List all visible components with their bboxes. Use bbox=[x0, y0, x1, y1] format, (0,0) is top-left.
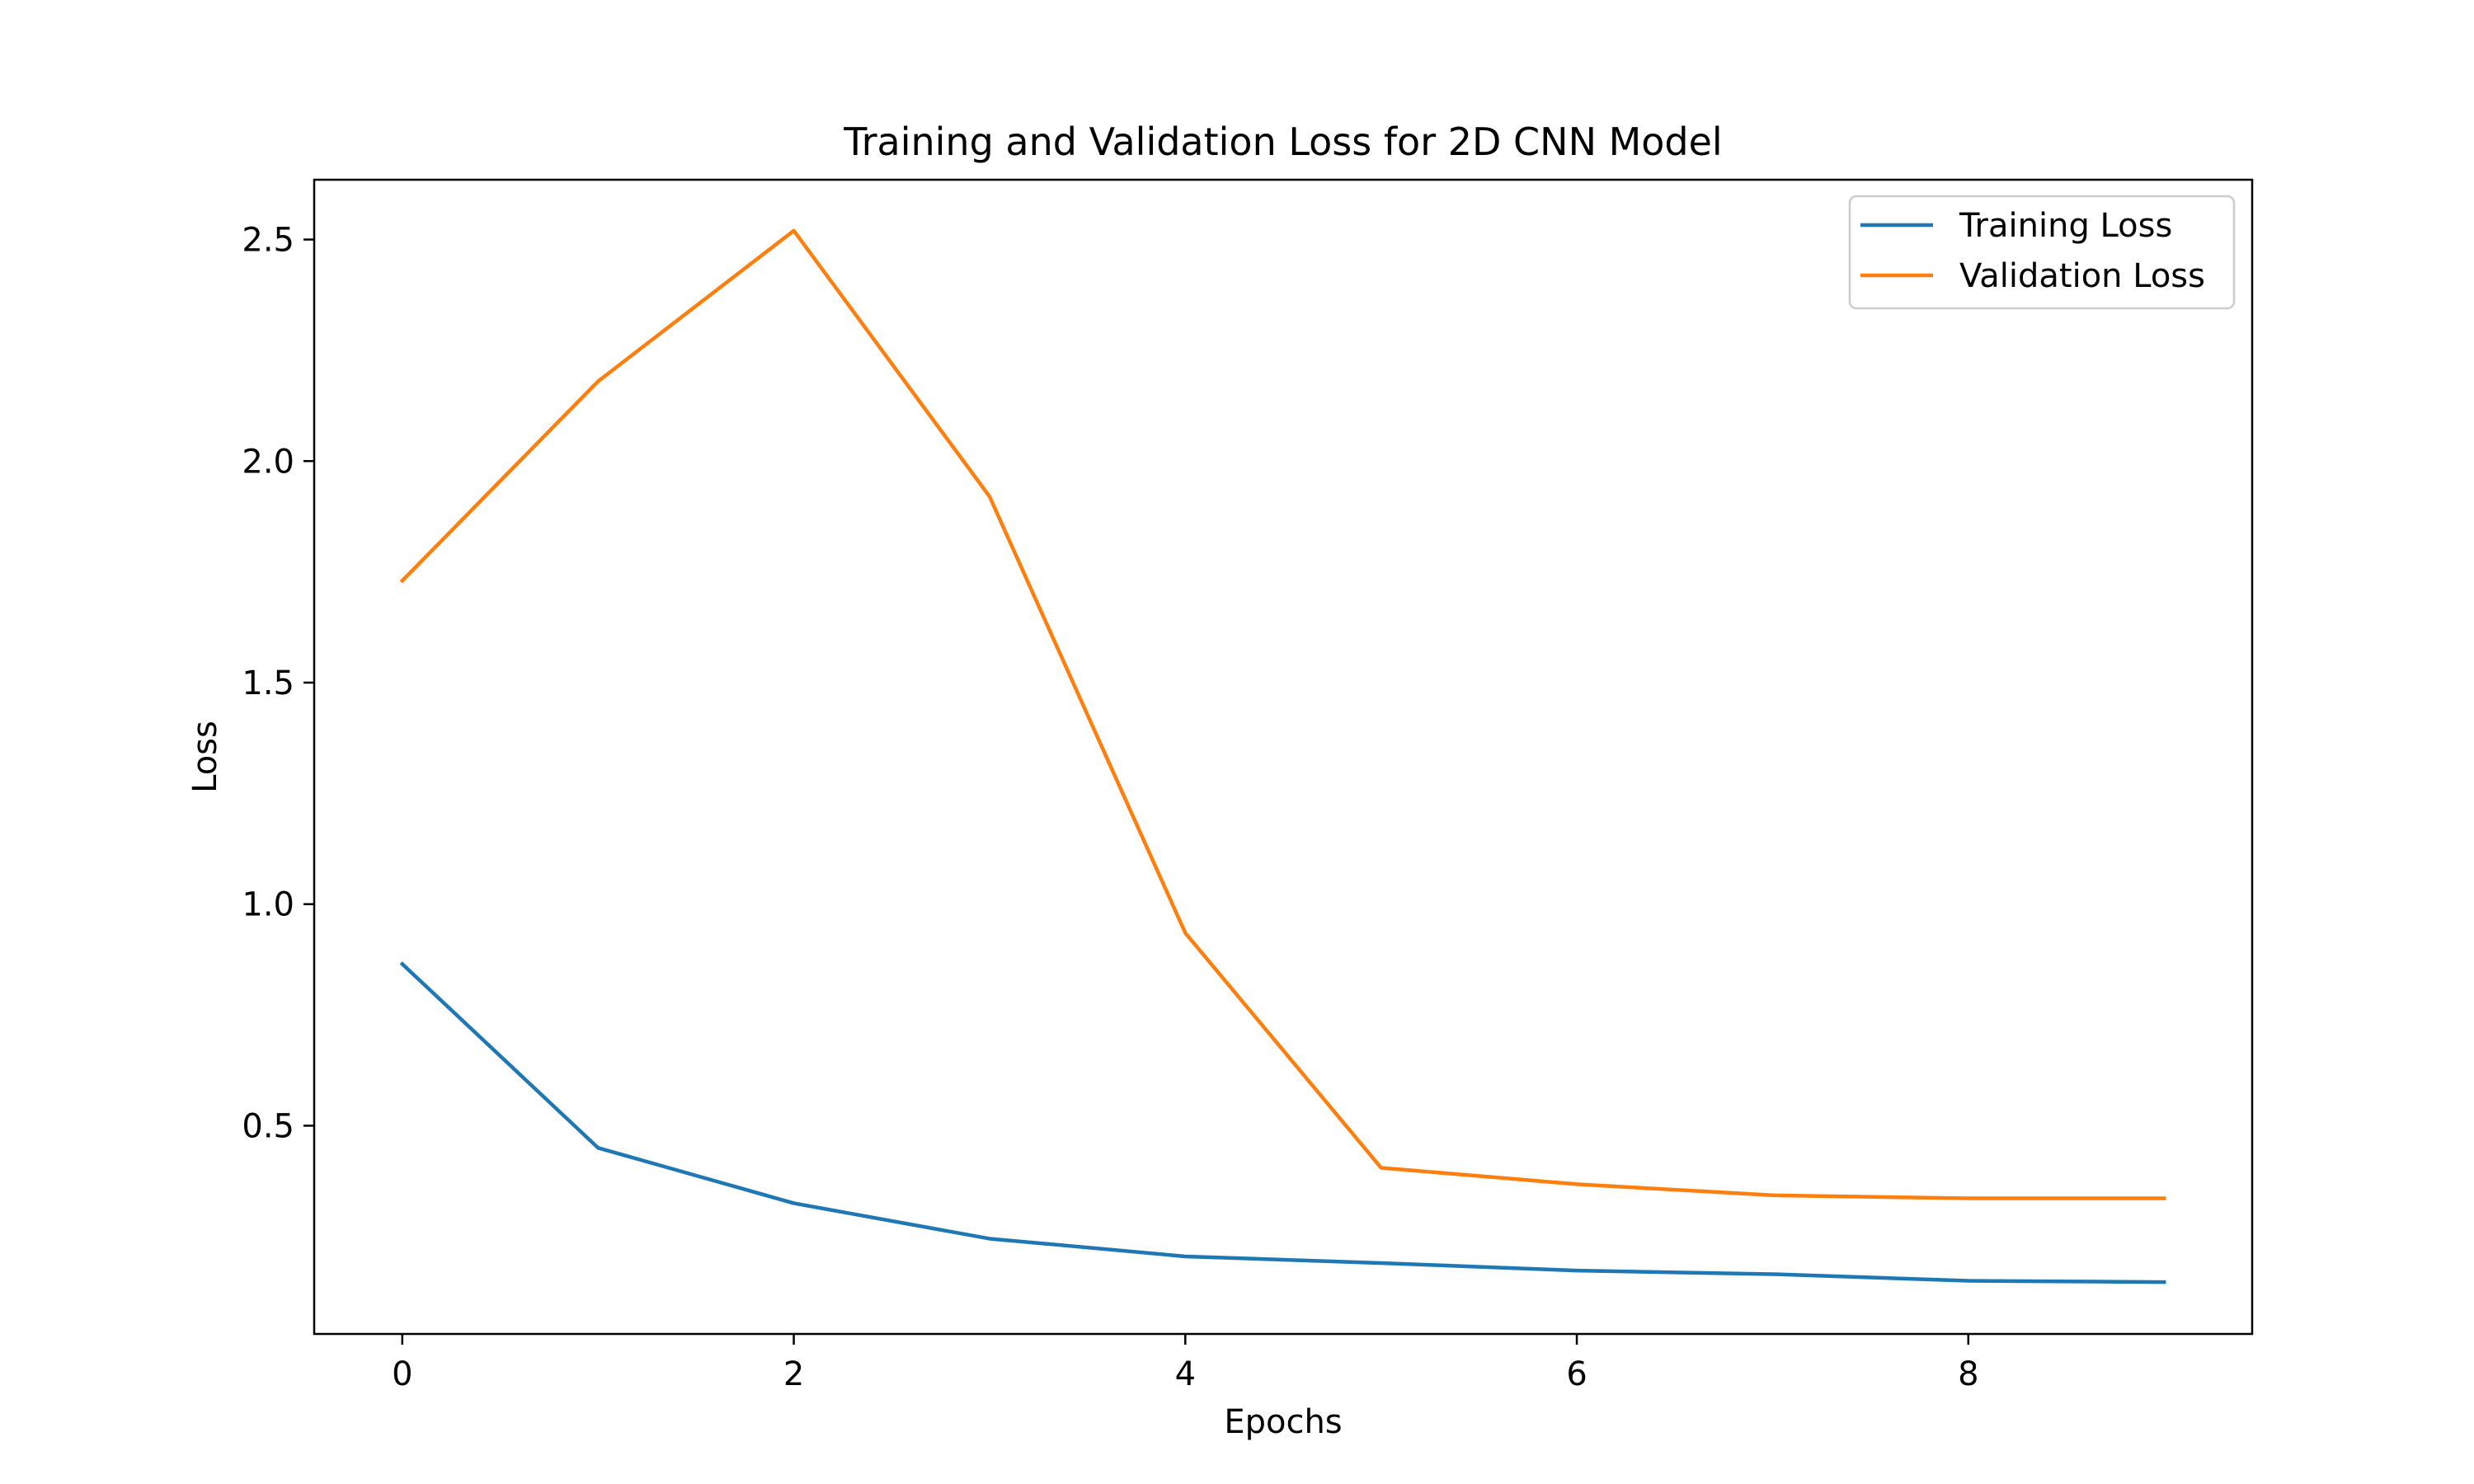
series-line-training-loss bbox=[399, 961, 2166, 1284]
x-tick-label: 0 bbox=[392, 1355, 412, 1393]
legend-frame bbox=[1848, 195, 2236, 310]
legend: Training Loss Validation Loss bbox=[1848, 195, 2236, 310]
series-line-validation-loss bbox=[399, 228, 2166, 1200]
x-tick-label: 4 bbox=[1175, 1355, 1196, 1393]
x-axis-ticks: 0 2 4 6 8 bbox=[392, 1334, 1979, 1393]
plot-area bbox=[314, 180, 2252, 1334]
y-tick-label: 1.5 bbox=[242, 665, 294, 702]
y-tick-label: 2.5 bbox=[242, 222, 294, 260]
y-tick-label: 0.5 bbox=[242, 1107, 294, 1145]
y-axis-label: Loss bbox=[186, 721, 224, 793]
x-tick-label: 8 bbox=[1958, 1355, 1978, 1393]
plot-frame bbox=[313, 178, 2254, 1336]
series-layer bbox=[399, 228, 2166, 1284]
x-tick-label: 2 bbox=[783, 1355, 804, 1393]
y-tick-label: 1.0 bbox=[242, 886, 294, 924]
legend-items: Training Loss Validation Loss bbox=[1860, 207, 2205, 295]
x-tick-label: 6 bbox=[1566, 1355, 1587, 1393]
x-axis-label: Epochs bbox=[1224, 1403, 1342, 1441]
y-tick-label: 2.0 bbox=[242, 443, 294, 481]
legend-label: Validation Loss bbox=[1959, 257, 2205, 295]
legend-label: Training Loss bbox=[1959, 207, 2172, 245]
y-axis-ticks: 0.5 1.0 1.5 2.0 2.5 bbox=[242, 222, 314, 1145]
chart-title: Training and Validation Loss for 2D CNN … bbox=[843, 120, 1722, 164]
